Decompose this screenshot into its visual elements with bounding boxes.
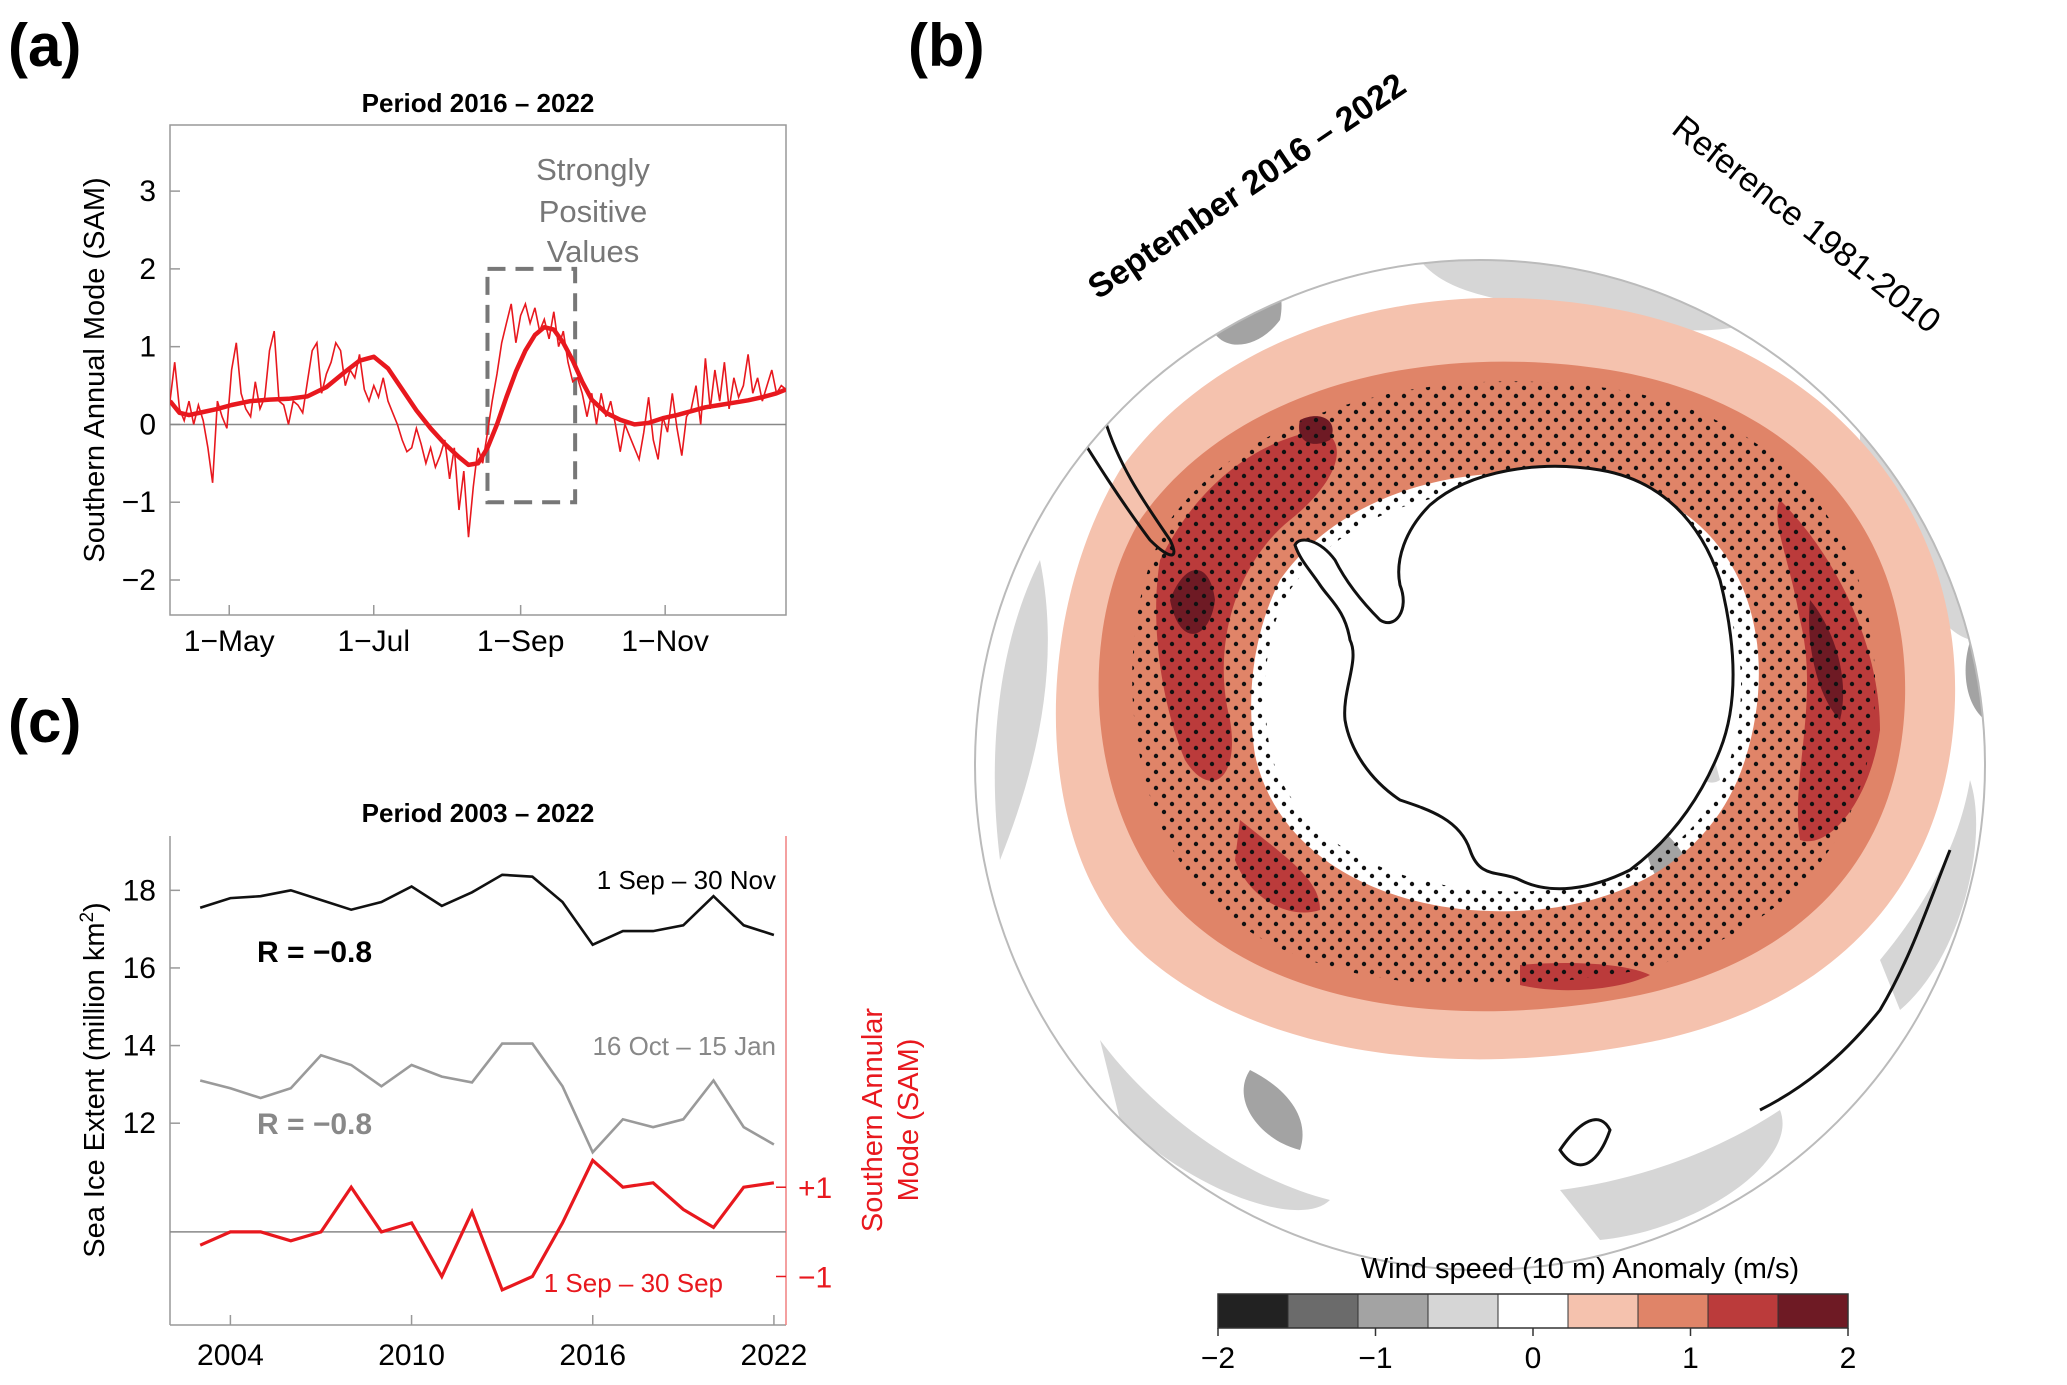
- panel-c-xtick-label: 2004: [197, 1339, 264, 1372]
- series-label-sam-sep: 1 Sep – 30 Sep: [544, 1268, 723, 1298]
- map-title: September 2016 – 2022: [1081, 66, 1413, 307]
- panel-letter-b: (b): [908, 12, 985, 79]
- panel-a-xtick-label: 1−Sep: [477, 625, 565, 658]
- series-label-sep-nov: 1 Sep – 30 Nov: [597, 865, 776, 895]
- panel-a: (a) Period 2016 – 2022 Southern Annual M…: [8, 12, 786, 658]
- sam-daily-line: [170, 304, 786, 537]
- panel-a-x-axis: 1−May 1−Jul 1−Sep 1−Nov: [184, 605, 709, 658]
- map-reference: Reference 1981-2010: [1665, 108, 1948, 340]
- wind-anomaly-map: [975, 150, 1996, 1270]
- panel-c-ytick-label: 16: [123, 952, 156, 985]
- panel-c-ytick-label: 18: [123, 874, 156, 907]
- panel-letter-a: (a): [8, 12, 81, 79]
- colorbar-bin: [1218, 1294, 1288, 1328]
- annotation-line-3: Values: [547, 234, 640, 269]
- colorbar-bin: [1288, 1294, 1358, 1328]
- panel-a-ytick-label: −1: [122, 486, 156, 519]
- panel-a-title: Period 2016 – 2022: [362, 88, 595, 118]
- r-label-oct-jan: R = −0.8: [257, 1108, 372, 1141]
- panel-a-xtick-label: 1−Nov: [621, 625, 709, 658]
- panel-c-title: Period 2003 – 2022: [362, 798, 595, 828]
- panel-a-ytick-label: 2: [139, 253, 156, 286]
- colorbar-tick-label: 1: [1682, 1342, 1699, 1375]
- colorbar-tick-label: −1: [1358, 1342, 1392, 1375]
- colorbar-bin: [1778, 1294, 1848, 1328]
- panel-c-ylabel-right-1: Southern Annular: [857, 1008, 889, 1232]
- panel-c-sam-axis: +1 −1: [776, 1172, 832, 1294]
- colorbar-bin: [1498, 1294, 1568, 1328]
- panel-a-ytick-label: 1: [139, 331, 156, 364]
- panel-letter-c: (c): [8, 688, 81, 755]
- panel-a-ytick-label: 3: [139, 175, 156, 208]
- strongly-positive-box: [487, 269, 575, 502]
- annotation-line-2: Positive: [539, 194, 648, 229]
- panel-c-sam-tick-label: +1: [798, 1172, 832, 1205]
- panel-a-xtick-label: 1−Jul: [337, 625, 410, 658]
- panel-a-xtick-label: 1−May: [184, 625, 275, 658]
- colorbar: [1218, 1294, 1848, 1328]
- panel-a-frame: [170, 125, 786, 615]
- colorbar-bin: [1638, 1294, 1708, 1328]
- panel-c-y-axis: 12 14 16 18: [123, 874, 180, 1140]
- series-label-oct-jan: 16 Oct – 15 Jan: [592, 1031, 776, 1061]
- annotation-line-1: Strongly: [536, 152, 650, 187]
- figure-canvas: (a) Period 2016 – 2022 Southern Annual M…: [0, 0, 2067, 1385]
- colorbar-ticks: −2 −1 0 1 2: [1201, 1328, 1856, 1375]
- panel-c-x-axis: 2004 2010 2016 2022: [197, 1315, 807, 1372]
- panel-c-xtick-label: 2016: [559, 1339, 626, 1372]
- r-label-sep-nov: R = −0.8: [257, 936, 372, 969]
- colorbar-tick-label: 0: [1525, 1342, 1542, 1375]
- panel-c-xtick-label: 2022: [741, 1339, 808, 1372]
- panel-c: (c) Period 2003 – 2022 Sea Ice Extent (m…: [8, 688, 925, 1372]
- panel-b: (b): [908, 12, 1996, 1375]
- panel-c-ytick-label: 12: [123, 1107, 156, 1140]
- colorbar-bin: [1708, 1294, 1778, 1328]
- panel-c-ytick-label: 14: [123, 1030, 156, 1063]
- panel-c-sam-tick-label: −1: [798, 1261, 832, 1294]
- panel-c-ylabel: Sea Ice Extent (million km2): [77, 902, 111, 1257]
- panel-a-ylabel: Southern Annual Mode (SAM): [79, 177, 111, 562]
- panel-c-ylabel-right-2: Mode (SAM): [893, 1039, 925, 1202]
- colorbar-bin: [1568, 1294, 1638, 1328]
- panel-a-ytick-label: −2: [122, 564, 156, 597]
- colorbar-tick-label: −2: [1201, 1342, 1235, 1375]
- colorbar-bin: [1428, 1294, 1498, 1328]
- colorbar-title: Wind speed (10 m) Anomaly (m/s): [1361, 1253, 1799, 1285]
- colorbar-tick-label: 2: [1840, 1342, 1857, 1375]
- panel-c-xtick-label: 2010: [378, 1339, 445, 1372]
- panel-a-ytick-label: 0: [139, 408, 156, 441]
- colorbar-bin: [1358, 1294, 1428, 1328]
